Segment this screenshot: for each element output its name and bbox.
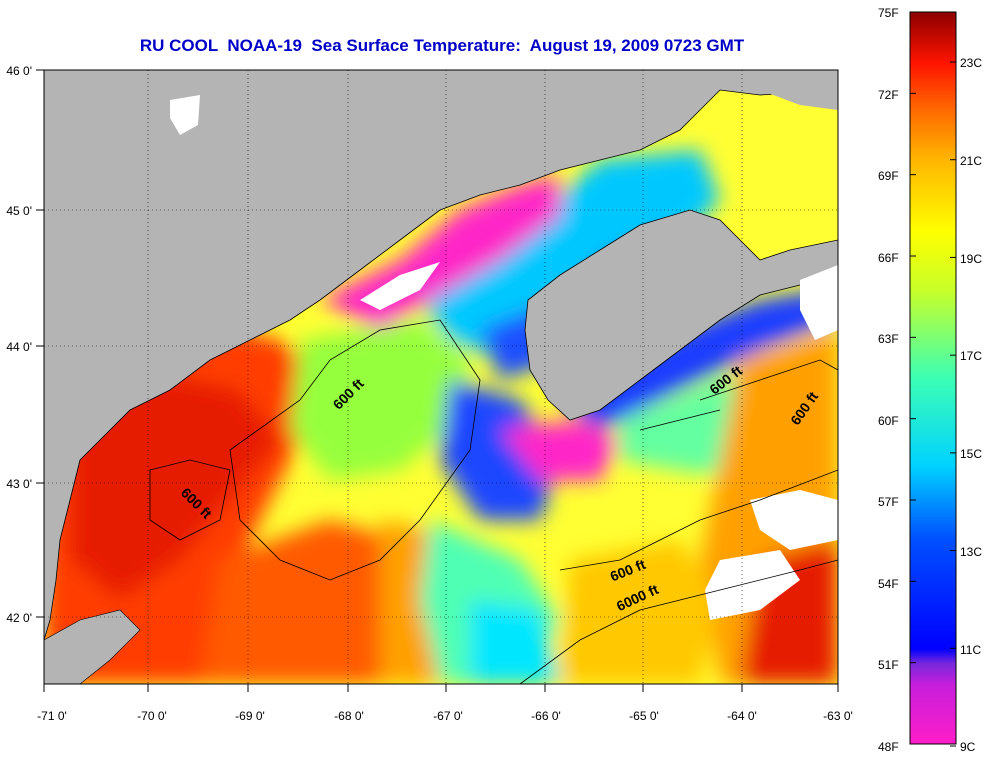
lon-axis: -71 0' -70 0' -69 0' -68 0' -67 0' -66 0… bbox=[37, 709, 853, 723]
lon-tick-label: -67 0' bbox=[433, 709, 463, 723]
lat-tick-label: 45 0' bbox=[6, 204, 32, 218]
colorbar-f-label: 63F bbox=[878, 332, 899, 346]
lat-tick-label: 46 0' bbox=[6, 64, 32, 78]
lat-axis: 46 0' 45 0' 44 0' 43 0' 42 0' bbox=[6, 64, 32, 625]
lon-tick-label: -68 0' bbox=[334, 709, 364, 723]
colorbar-f-label: 69F bbox=[878, 169, 899, 183]
lon-tick-label: -66 0' bbox=[531, 709, 561, 723]
colorbar-c-label: 17C bbox=[960, 349, 982, 363]
lon-tick-label: -71 0' bbox=[37, 709, 67, 723]
colorbar-c-label: 23C bbox=[960, 56, 982, 70]
lat-tick-label: 43 0' bbox=[6, 477, 32, 491]
colorbar-c-label: 21C bbox=[960, 154, 982, 168]
lon-tick-label: -70 0' bbox=[137, 709, 167, 723]
colorbar-f-label: 57F bbox=[878, 495, 899, 509]
colorbar-c-label: 11C bbox=[960, 643, 981, 657]
lat-tick-label: 42 0' bbox=[6, 611, 32, 625]
lon-tick-label: -65 0' bbox=[629, 709, 659, 723]
colorbar-f-label: 66F bbox=[878, 251, 899, 265]
colorbar-f-label: 54F bbox=[878, 577, 899, 591]
colorbar-c-label: 9C bbox=[960, 740, 976, 754]
lon-tick-label: -63 0' bbox=[823, 709, 853, 723]
colorbar-f-label: 51F bbox=[878, 658, 899, 672]
lat-tick-label: 44 0' bbox=[6, 340, 32, 354]
map-title: RU COOL NOAA-19 Sea Surface Temperature:… bbox=[139, 36, 745, 55]
colorbar-c-label: 15C bbox=[960, 447, 982, 461]
colorbar-f-label: 72F bbox=[878, 88, 899, 102]
colorbar-gradient bbox=[909, 11, 957, 745]
map-frame bbox=[43, 69, 839, 685]
colorbar: 75F 72F 69F 66F 63F 60F 57F 54F 51F 48F … bbox=[878, 6, 982, 754]
lon-tick-label: -64 0' bbox=[727, 709, 757, 723]
colorbar-f-label: 75F bbox=[878, 6, 899, 20]
colorbar-c-label: 13C bbox=[960, 545, 982, 559]
colorbar-f-label: 60F bbox=[878, 414, 899, 428]
lon-tick-label: -69 0' bbox=[235, 709, 265, 723]
colorbar-f-label: 48F bbox=[878, 740, 899, 754]
colorbar-c-label: 19C bbox=[960, 252, 982, 266]
